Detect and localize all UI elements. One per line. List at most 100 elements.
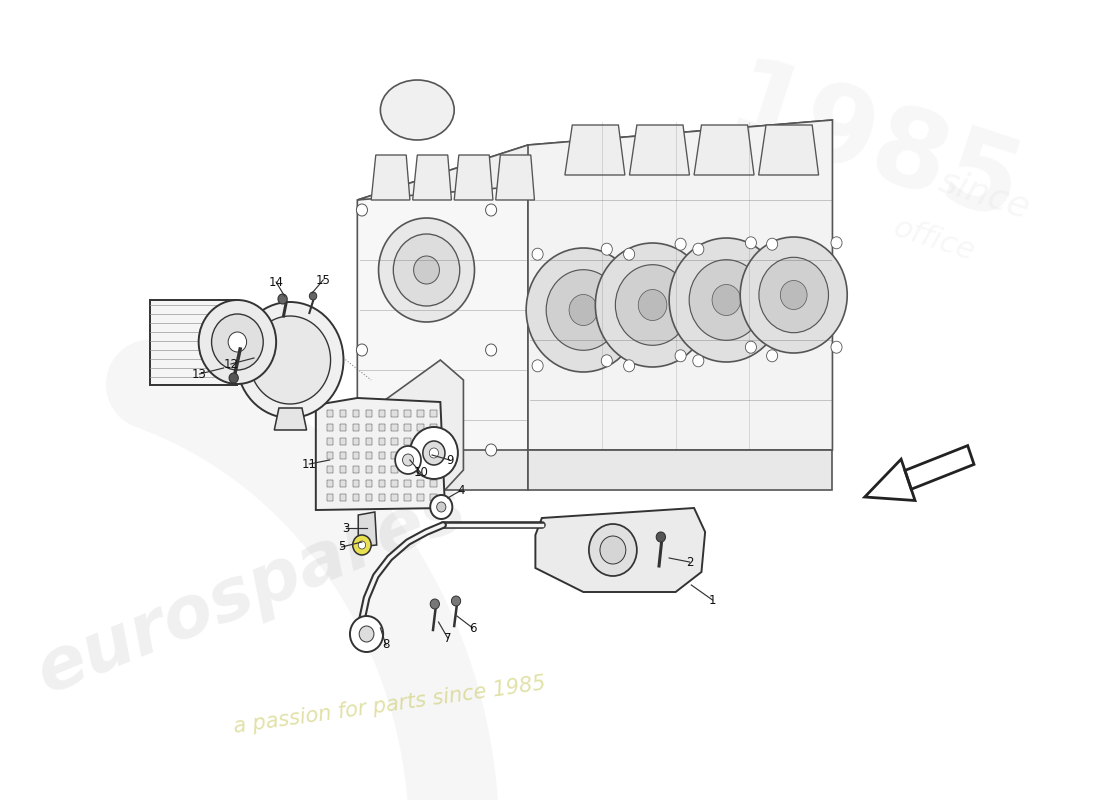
Bar — [405, 438, 410, 445]
Circle shape — [250, 316, 331, 404]
Polygon shape — [358, 360, 463, 490]
Circle shape — [526, 248, 640, 372]
Bar — [405, 480, 410, 487]
Bar — [327, 438, 333, 445]
Circle shape — [675, 350, 686, 362]
Bar — [340, 410, 346, 417]
Polygon shape — [359, 512, 376, 547]
Bar — [378, 480, 385, 487]
Circle shape — [451, 596, 461, 606]
Bar — [405, 452, 410, 459]
Text: 1985: 1985 — [714, 51, 1034, 245]
Text: 5: 5 — [338, 541, 345, 554]
Circle shape — [600, 536, 626, 564]
Bar — [340, 480, 346, 487]
Bar — [392, 438, 398, 445]
Bar — [430, 438, 437, 445]
Circle shape — [780, 281, 807, 310]
Bar — [430, 494, 437, 501]
Circle shape — [199, 300, 276, 384]
Bar — [365, 480, 372, 487]
Polygon shape — [528, 450, 833, 490]
Circle shape — [485, 444, 496, 456]
Circle shape — [767, 238, 778, 250]
Circle shape — [229, 373, 239, 383]
Polygon shape — [528, 120, 833, 450]
Bar — [392, 480, 398, 487]
Bar — [327, 466, 333, 473]
Bar — [353, 494, 360, 501]
Bar — [392, 410, 398, 417]
Circle shape — [759, 258, 828, 333]
Bar — [417, 452, 424, 459]
Bar — [327, 410, 333, 417]
Bar — [392, 494, 398, 501]
Bar — [365, 410, 372, 417]
Text: a passion for parts since 1985: a passion for parts since 1985 — [232, 673, 547, 737]
Bar — [340, 452, 346, 459]
Bar — [365, 438, 372, 445]
Bar — [365, 466, 372, 473]
Bar — [327, 494, 333, 501]
Text: 3: 3 — [342, 522, 350, 534]
Circle shape — [615, 265, 690, 346]
Circle shape — [430, 495, 452, 519]
Bar — [340, 424, 346, 431]
Bar — [378, 424, 385, 431]
Polygon shape — [150, 300, 238, 385]
Bar — [340, 466, 346, 473]
Circle shape — [547, 270, 620, 350]
Bar — [405, 466, 410, 473]
Circle shape — [595, 243, 710, 367]
Bar — [430, 466, 437, 473]
Bar — [365, 424, 372, 431]
Circle shape — [356, 344, 367, 356]
Circle shape — [403, 454, 414, 466]
Polygon shape — [536, 508, 705, 592]
Circle shape — [602, 243, 613, 255]
Circle shape — [690, 260, 763, 340]
Bar — [430, 410, 437, 417]
Circle shape — [767, 350, 778, 362]
Bar — [353, 424, 360, 431]
Bar — [378, 466, 385, 473]
Bar — [392, 452, 398, 459]
Bar — [417, 438, 424, 445]
Circle shape — [429, 448, 439, 458]
Bar — [430, 480, 437, 487]
Bar — [378, 438, 385, 445]
Text: 6: 6 — [469, 622, 476, 634]
Circle shape — [532, 360, 543, 372]
Circle shape — [746, 341, 757, 354]
Bar — [417, 466, 424, 473]
Circle shape — [360, 626, 374, 642]
Bar — [327, 480, 333, 487]
Bar — [405, 494, 410, 501]
Circle shape — [485, 344, 496, 356]
Text: 2: 2 — [685, 555, 693, 569]
Circle shape — [569, 294, 597, 326]
Bar — [340, 438, 346, 445]
Polygon shape — [629, 125, 690, 175]
Circle shape — [746, 237, 757, 249]
Polygon shape — [412, 155, 451, 200]
Polygon shape — [358, 145, 528, 490]
Bar — [430, 452, 437, 459]
Circle shape — [485, 204, 496, 216]
Circle shape — [830, 237, 842, 249]
Text: 9: 9 — [446, 454, 453, 466]
Circle shape — [359, 541, 365, 549]
Bar — [417, 424, 424, 431]
Circle shape — [693, 243, 704, 255]
Polygon shape — [316, 398, 446, 510]
Circle shape — [395, 446, 421, 474]
Text: 4: 4 — [458, 483, 465, 497]
Text: 13: 13 — [192, 367, 207, 381]
Bar — [340, 494, 346, 501]
Bar — [392, 424, 398, 431]
Polygon shape — [565, 125, 625, 175]
Circle shape — [638, 290, 667, 321]
Text: 8: 8 — [382, 638, 389, 651]
Bar — [405, 410, 410, 417]
Text: 10: 10 — [414, 466, 428, 479]
